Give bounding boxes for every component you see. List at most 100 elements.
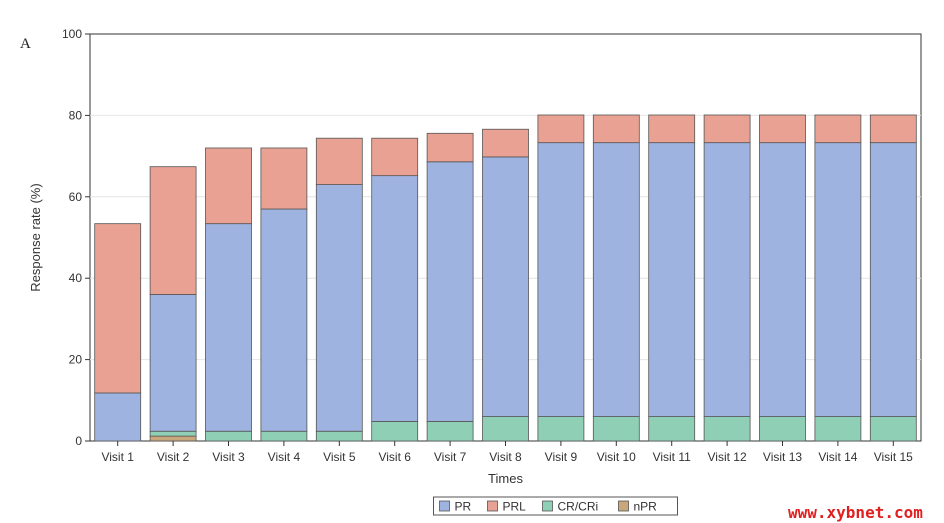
bars xyxy=(94,114,917,442)
legend-swatch xyxy=(487,500,498,512)
bar-stack xyxy=(537,114,585,442)
bar-segment-prl xyxy=(759,114,806,144)
y-tick-label: 60 xyxy=(69,190,83,204)
x-tick-label: Visit 2 xyxy=(157,450,190,464)
bar-segment-prl xyxy=(260,147,308,210)
bar-stack xyxy=(371,137,419,442)
bar-segment-pr xyxy=(759,142,806,417)
bar-segment-npr xyxy=(149,435,197,442)
y-tick-label: 0 xyxy=(75,434,82,448)
bar-stack xyxy=(315,137,363,442)
bar-segment-cr-cri xyxy=(869,416,917,442)
bar-segment-prl xyxy=(814,114,862,144)
x-tick-label: Visit 10 xyxy=(597,450,636,464)
bar-segment-pr xyxy=(482,156,529,417)
bar-segment-cr-cri xyxy=(592,416,640,442)
bar-segment-pr xyxy=(426,161,474,422)
bar-segment-prl xyxy=(149,166,197,295)
legend-swatch xyxy=(439,500,450,512)
bar-segment-prl xyxy=(205,147,252,225)
bar-segment-cr-cri xyxy=(648,416,696,442)
legend-swatch xyxy=(542,500,553,512)
y-axis: 0 20 40 60 80 100 xyxy=(62,27,90,448)
bar-stack xyxy=(648,114,696,442)
legend: PR PRL CR/CRi nPR xyxy=(433,496,678,516)
bar-segment-pr xyxy=(869,142,917,417)
bar-stack xyxy=(482,128,529,442)
y-axis-title: Response rate (%) xyxy=(28,183,43,291)
x-tick-label: Visit 1 xyxy=(101,450,134,464)
bar-segment-cr-cri xyxy=(205,430,252,442)
bar-stack xyxy=(759,114,806,442)
x-tick-label: Visit 11 xyxy=(653,450,692,464)
bar-segment-prl xyxy=(94,223,142,394)
bar-segment-pr xyxy=(149,294,197,432)
bar-stack xyxy=(869,114,917,442)
bar-segment-cr-cri xyxy=(482,416,529,442)
legend-item: PR xyxy=(439,500,472,514)
y-tick-label: 20 xyxy=(69,353,83,367)
x-tick-label: Visit 13 xyxy=(763,450,802,464)
x-tick-label: Visit 9 xyxy=(545,450,578,464)
x-tick-label: Visit 12 xyxy=(708,450,747,464)
bar-segment-pr xyxy=(260,208,308,432)
bar-stack xyxy=(94,223,142,442)
bar-segment-cr-cri xyxy=(260,430,308,442)
bar-segment-pr xyxy=(814,142,862,417)
y-tick-label: 40 xyxy=(69,271,83,285)
bar-segment-prl xyxy=(592,114,640,144)
bar-stack xyxy=(205,147,252,442)
bar-segment-prl xyxy=(648,114,696,144)
bar-segment-cr-cri xyxy=(814,416,862,442)
x-tick-label: Visit 5 xyxy=(323,450,356,464)
legend-item: nPR xyxy=(618,500,658,514)
bar-segment-cr-cri xyxy=(703,416,751,442)
bar-segment-pr xyxy=(648,142,696,417)
x-tick-label: Visit 8 xyxy=(489,450,522,464)
bar-segment-pr xyxy=(537,142,585,417)
y-tick-label: 80 xyxy=(69,108,83,122)
bar-segment-pr xyxy=(371,175,419,422)
legend-label: PRL xyxy=(503,500,527,514)
x-axis: Visit 1 Visit 2 Visit 3 Visit 4 Visit 5 Visit… xyxy=(101,441,913,464)
y-tick-label: 100 xyxy=(62,27,82,41)
legend-label: nPR xyxy=(634,500,658,514)
bar-stack xyxy=(260,147,308,442)
bar-segment-prl xyxy=(537,114,585,144)
bar-segment-prl xyxy=(869,114,917,144)
bar-segment-prl xyxy=(703,114,751,144)
bar-segment-prl xyxy=(371,137,419,177)
x-axis-title: Times xyxy=(488,471,523,486)
bar-segment-cr-cri xyxy=(426,421,474,442)
x-tick-label: Visit 7 xyxy=(434,450,467,464)
x-tick-label: Visit 3 xyxy=(212,450,245,464)
x-tick-label: Visit 14 xyxy=(818,450,857,464)
legend-label: PR xyxy=(455,500,472,514)
bar-segment-pr xyxy=(703,142,751,417)
bar-segment-pr xyxy=(94,392,142,442)
bar-segment-prl xyxy=(315,137,363,185)
legend-label: CR/CRi xyxy=(558,500,599,514)
bar-segment-cr-cri xyxy=(371,421,419,442)
bar-segment-pr xyxy=(205,223,252,432)
legend-item: CR/CRi xyxy=(542,500,599,514)
x-tick-label: Visit 15 xyxy=(874,450,913,464)
x-tick-label: Visit 6 xyxy=(378,450,411,464)
legend-item: PRL xyxy=(487,500,527,514)
bar-stack xyxy=(426,132,474,442)
bar-segment-prl xyxy=(426,132,474,163)
bar-segment-cr-cri xyxy=(537,416,585,442)
bar-stack xyxy=(814,114,862,442)
bar-stack xyxy=(149,166,197,442)
bar-segment-pr xyxy=(592,142,640,417)
bar-segment-prl xyxy=(482,128,529,158)
bar-segment-cr-cri xyxy=(149,430,197,437)
bar-segment-cr-cri xyxy=(315,430,363,442)
bar-segment-pr xyxy=(315,184,363,432)
panel-label: A xyxy=(20,36,31,52)
bar-stack xyxy=(592,114,640,442)
bar-segment-cr-cri xyxy=(759,416,806,442)
watermark: www.xybnet.com xyxy=(788,503,923,522)
legend-swatch xyxy=(618,500,629,512)
